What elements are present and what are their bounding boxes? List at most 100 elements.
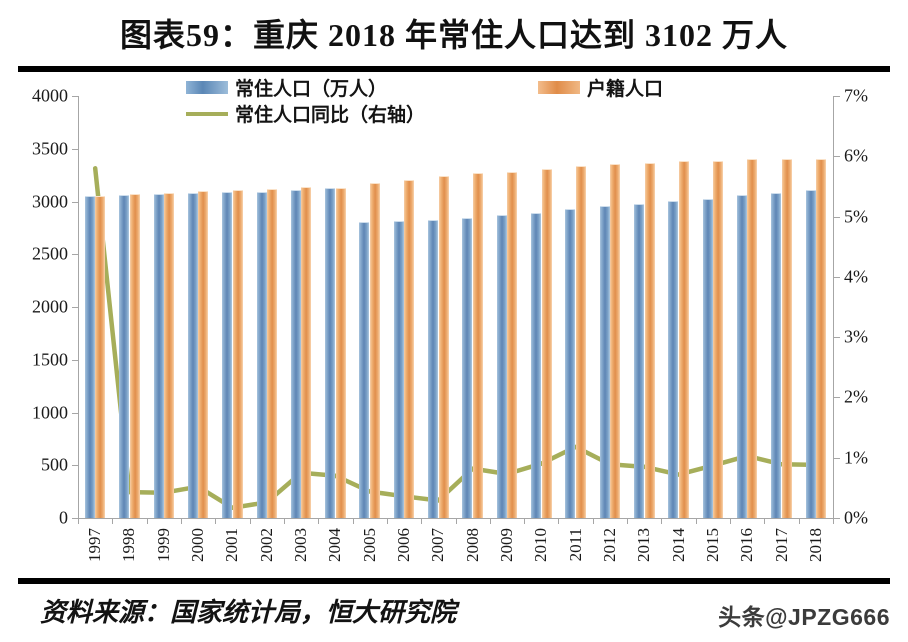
bar-resident-population: [187, 192, 198, 518]
bar-resident-population: [393, 220, 404, 518]
bar-resident-population: [153, 193, 164, 518]
x-axis-tick-label: 2015: [702, 528, 722, 562]
y-axis-right-tick-label: 7%: [844, 85, 868, 106]
y-axis-right-line: [833, 96, 834, 519]
bar-resident-population: [496, 215, 507, 518]
y-axis-right-tick: [834, 518, 840, 519]
y-axis-right-tick-label: 1%: [844, 447, 868, 468]
y-axis-right-tick-label: 6%: [844, 145, 868, 166]
x-axis-tick-label: 2016: [737, 528, 757, 562]
y-axis-right-tick: [834, 457, 840, 459]
bar-hukou-population: [816, 159, 827, 518]
bar-resident-population: [256, 191, 267, 518]
bar-hukou-population: [507, 171, 518, 518]
x-axis-tick: [180, 518, 182, 524]
x-axis-tick-label: 2012: [599, 528, 619, 562]
bar-hukou-population: [438, 175, 449, 518]
x-axis-tick-label: 2000: [188, 528, 208, 562]
x-axis-tick: [695, 518, 697, 524]
x-axis-tick: [558, 518, 560, 524]
x-axis-tick-label: 1997: [85, 528, 105, 562]
legend-swatch-blue-bar: [186, 81, 228, 94]
bar-hukou-population: [95, 196, 106, 518]
y-axis-right-tick-label: 0%: [844, 507, 868, 528]
x-axis-tick: [318, 518, 320, 524]
y-axis-left-tick: [72, 307, 78, 308]
y-axis-left-tick-label: 4000: [32, 85, 68, 106]
bar-resident-population: [222, 192, 233, 518]
x-axis-tick: [78, 518, 79, 524]
y-axis-right-tick: [834, 337, 840, 339]
bar-resident-population: [565, 209, 576, 518]
plot-area: [78, 96, 833, 518]
x-axis-tick-label: 2006: [394, 528, 414, 562]
x-axis-tick: [627, 518, 629, 524]
bar-hukou-population: [404, 179, 415, 518]
x-axis-tick: [455, 518, 457, 524]
x-axis-tick-label: 2014: [668, 528, 688, 562]
y-axis-left-tick: [72, 412, 78, 414]
y-axis-right-tick-label: 4%: [844, 266, 868, 287]
x-axis-tick: [764, 518, 766, 524]
y-axis-left-tick-label: 2000: [32, 296, 68, 317]
x-axis-tick-label: 2008: [462, 528, 482, 562]
x-axis-tick-label: 1999: [153, 528, 173, 562]
bar-hukou-population: [678, 160, 689, 518]
y-axis-left-tick-label: 3500: [32, 138, 68, 159]
page-title: 图表59：重庆 2018 年常住人口达到 3102 万人: [119, 17, 788, 53]
y-axis-left-tick: [72, 465, 78, 467]
y-axis-left-tick-label: 500: [41, 454, 68, 475]
y-axis-right-tick-label: 2%: [844, 386, 868, 407]
bar-resident-population: [634, 203, 644, 518]
y-axis-left-tick-label: 2500: [32, 243, 68, 264]
x-axis-tick: [386, 518, 388, 524]
bar-hukou-population: [541, 168, 552, 518]
x-axis-tick-label: 2017: [771, 528, 791, 562]
legend-label-hukou-population: 户籍人口: [587, 79, 664, 100]
x-axis-tick: [146, 518, 148, 524]
bar-hukou-population: [610, 164, 621, 518]
bar-hukou-population: [198, 190, 209, 518]
bar-hukou-population: [575, 165, 586, 518]
bar-resident-population: [805, 189, 816, 518]
legend-swatch-olive-line: [186, 111, 228, 116]
y-axis-right-tick-label: 3%: [844, 326, 868, 347]
legend-label-resident-population: 常住人口（万人）: [235, 79, 388, 100]
chart-title-block: 图表59：重庆 2018 年常住人口达到 3102 万人: [0, 0, 908, 66]
y-axis-right-tick: [834, 397, 840, 399]
x-axis-tick: [352, 518, 354, 524]
bar-hukou-population: [472, 173, 483, 518]
y-axis-left-tick-label: 1000: [32, 402, 68, 422]
x-axis-tick-label: 2003: [291, 528, 311, 562]
x-axis-tick-label: 2013: [634, 528, 654, 562]
bar-resident-population: [771, 192, 782, 518]
x-axis-tick-label: 1998: [119, 528, 139, 562]
bar-hukou-population: [747, 159, 758, 518]
x-axis-tick-label: 2002: [256, 528, 276, 562]
y-axis-right-tick: [834, 216, 840, 218]
x-axis-tick-label: 2010: [531, 528, 551, 562]
x-axis-tick-label: 2005: [359, 528, 379, 562]
y-axis-left-tick-label: 3000: [32, 191, 68, 211]
bar-hukou-population: [267, 189, 277, 518]
bar-resident-population: [531, 212, 542, 518]
x-axis-tick-label: 2001: [222, 528, 242, 562]
footer-divider: [18, 578, 890, 584]
bar-hukou-population: [232, 190, 243, 518]
bar-hukou-population: [301, 186, 312, 518]
y-axis-left-tick-label: 1500: [32, 349, 68, 370]
x-axis-tick: [798, 518, 800, 524]
y-axis-left-tick-label: 0: [59, 507, 68, 528]
y-axis-left-tick: [72, 518, 78, 519]
bar-hukou-population: [335, 187, 346, 518]
x-axis-tick: [421, 518, 423, 524]
title-divider-top: [18, 66, 890, 72]
y-axis-left-line: [78, 96, 79, 519]
x-axis-tick: [215, 518, 217, 524]
bar-resident-population: [359, 221, 370, 518]
bar-resident-population: [668, 201, 679, 518]
bar-resident-population: [599, 206, 610, 518]
legend-item-resident-population: 常住人口（万人）: [186, 74, 387, 101]
bar-hukou-population: [781, 159, 792, 518]
